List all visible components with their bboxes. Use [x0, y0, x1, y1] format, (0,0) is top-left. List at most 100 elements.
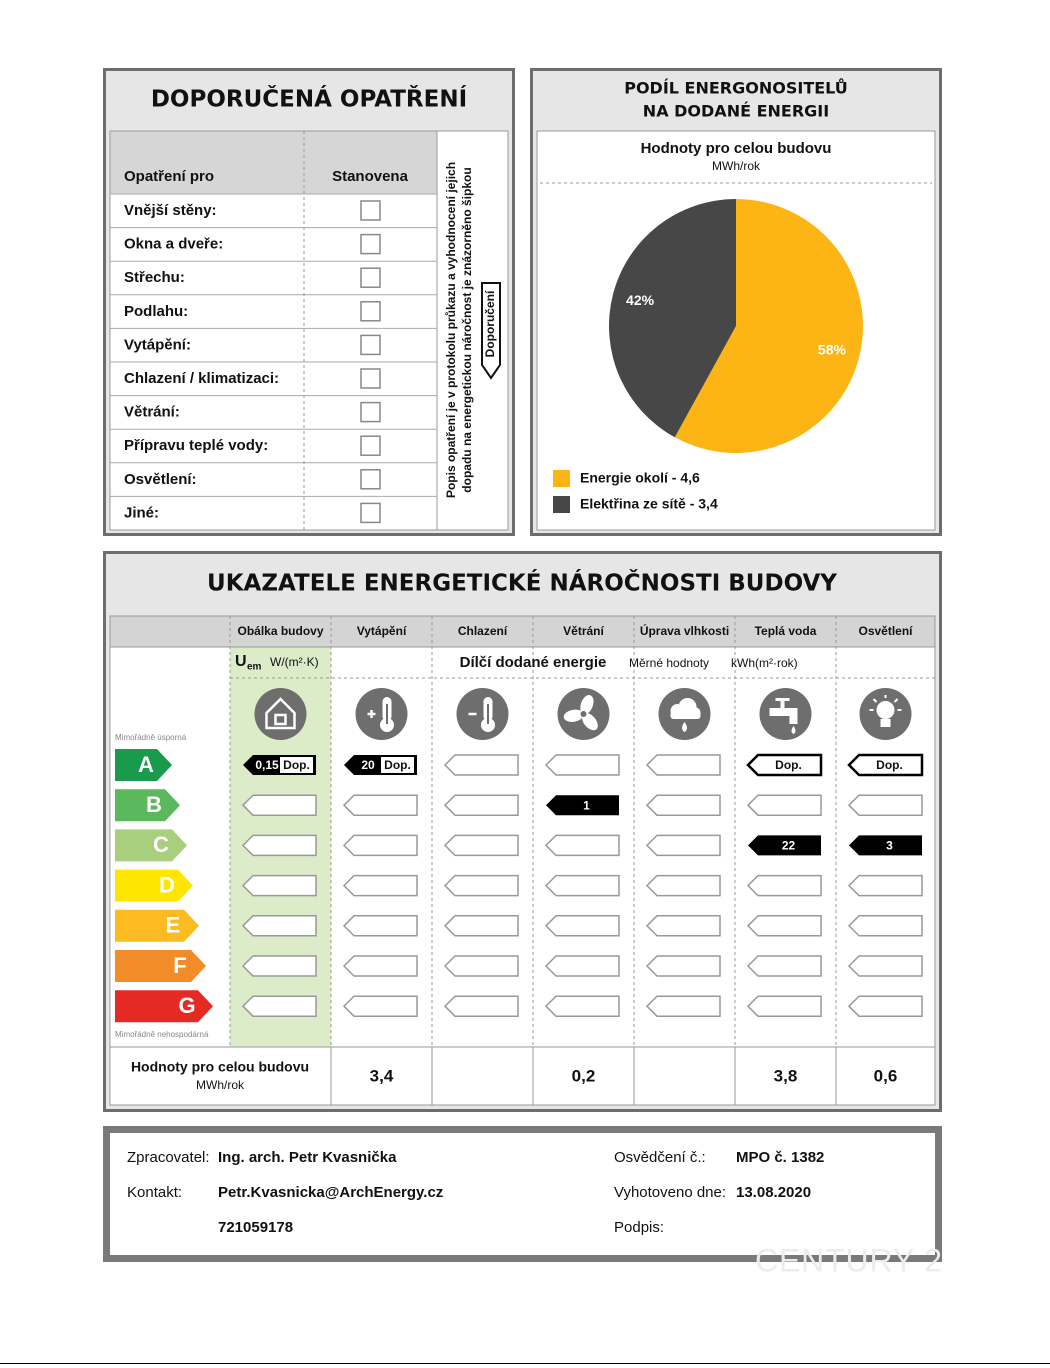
icon	[670, 712, 701, 719]
marker-value: 1	[583, 798, 590, 812]
empty-arrow	[241, 834, 317, 857]
u-subscript: em	[247, 662, 262, 673]
class-arrow	[115, 909, 199, 942]
class-marker	[849, 835, 922, 856]
empty-arrow	[847, 874, 923, 897]
empty-arrow	[443, 915, 519, 937]
icon-circle	[456, 688, 509, 740]
table	[109, 130, 509, 531]
empty-arrow	[746, 794, 822, 816]
class-letter: F	[173, 953, 186, 978]
empty-arrow	[443, 955, 519, 977]
class-arrow	[115, 950, 206, 982]
checkbox	[360, 200, 381, 221]
footer-value: 721059178	[218, 1219, 293, 1236]
icon	[789, 708, 798, 724]
empty-arrow	[544, 995, 620, 1017]
icon	[481, 718, 495, 732]
empty-arrow	[746, 995, 822, 1017]
empty-arrow	[645, 874, 721, 897]
total-value: 0,2	[572, 1066, 596, 1085]
marker-value: 20	[361, 758, 375, 772]
row-label: Chlazení / klimatizaci:	[124, 370, 279, 387]
empty-arrow	[645, 955, 721, 977]
panel-title: NA DODANÉ ENERGII	[643, 102, 829, 121]
row-label: Větrání:	[124, 404, 180, 421]
footer-label: Osvědčení č.:	[614, 1149, 706, 1166]
totals-label: Hodnoty pro celou budovu	[131, 1059, 309, 1075]
empty-arrow	[241, 794, 317, 816]
empty-arrow	[645, 754, 721, 776]
icon	[775, 698, 790, 701]
icon	[880, 719, 891, 727]
class-letter: A	[138, 752, 154, 777]
checkbox	[360, 502, 381, 524]
icon	[582, 713, 598, 731]
icon	[682, 722, 687, 732]
column-header: Opatření pro	[124, 168, 214, 185]
empty-arrow	[544, 874, 620, 897]
total-value: 3,8	[774, 1066, 798, 1085]
footer-label: Zpracovatel:	[127, 1149, 210, 1166]
slice-label: 42%	[626, 292, 655, 308]
class-arrow	[115, 829, 187, 862]
column-header: Obálka budovy	[237, 624, 323, 638]
class-arrow	[115, 749, 172, 781]
icon	[791, 726, 796, 734]
marker-value: 22	[782, 839, 796, 853]
specific-unit: kWh(m²·rok)	[731, 656, 798, 670]
total-value: 3,4	[370, 1066, 394, 1085]
icon	[769, 708, 796, 716]
arrow-label: Doporučení	[483, 290, 497, 357]
empty-arrow	[544, 834, 620, 857]
marker-label-box	[381, 757, 414, 773]
class-letter: B	[146, 792, 162, 817]
empty-arrow	[544, 915, 620, 937]
marker-label: Dop.	[384, 758, 411, 772]
total-value: 0,6	[874, 1066, 898, 1085]
class-arrow	[115, 789, 180, 822]
column-header: Chlazení	[458, 624, 508, 638]
marker-label: Dop.	[876, 758, 903, 772]
marker-label-box	[280, 757, 313, 773]
legend-swatch	[553, 496, 570, 513]
empty-arrow	[443, 754, 519, 776]
row-label: Vnější stěny:	[124, 202, 217, 219]
slice-label: 58%	[818, 341, 847, 357]
column-header: Teplá voda	[755, 624, 817, 638]
empty-arrow	[342, 874, 418, 897]
class-arrow	[115, 990, 213, 1023]
empty-arrow	[443, 874, 519, 897]
subheading: Dílčí dodané energie	[460, 654, 607, 671]
empty-arrow	[746, 874, 822, 897]
row-label: Podlahu:	[124, 303, 188, 320]
checkbox	[360, 401, 381, 423]
icon-circle	[355, 688, 408, 740]
class-marker	[546, 795, 619, 816]
footer-value: Petr.Kvasnicka@ArchEnergy.cz	[218, 1184, 443, 1201]
row-label: Vytápění:	[124, 336, 191, 353]
legend-swatch	[553, 470, 570, 487]
empty-arrow	[443, 995, 519, 1017]
empty-arrow	[645, 794, 721, 816]
recommendation-arrow	[481, 282, 501, 380]
footer-value: 13.08.2020	[736, 1184, 811, 1201]
checkbox	[360, 267, 381, 288]
chart-subtitle: MWh/rok	[712, 159, 761, 173]
icon	[580, 694, 594, 715]
empty-arrow	[847, 915, 923, 937]
class-letter: G	[178, 993, 195, 1018]
checkbox	[360, 469, 381, 490]
empty-arrow	[342, 794, 418, 816]
icon	[274, 713, 287, 726]
empty-arrow	[645, 915, 721, 937]
empty-arrow	[241, 915, 317, 937]
panel-title: DOPORUČENÁ OPATŘENÍ	[151, 85, 467, 113]
empty-arrow	[645, 834, 721, 857]
column-header: Úprava vlhkosti	[640, 623, 729, 638]
empty-arrow	[443, 834, 519, 857]
icon	[580, 711, 587, 717]
recommended-marker	[847, 753, 924, 777]
side-note: Popis opatření je v protokolu průkazu a …	[444, 162, 458, 498]
class-letter: C	[153, 832, 169, 857]
